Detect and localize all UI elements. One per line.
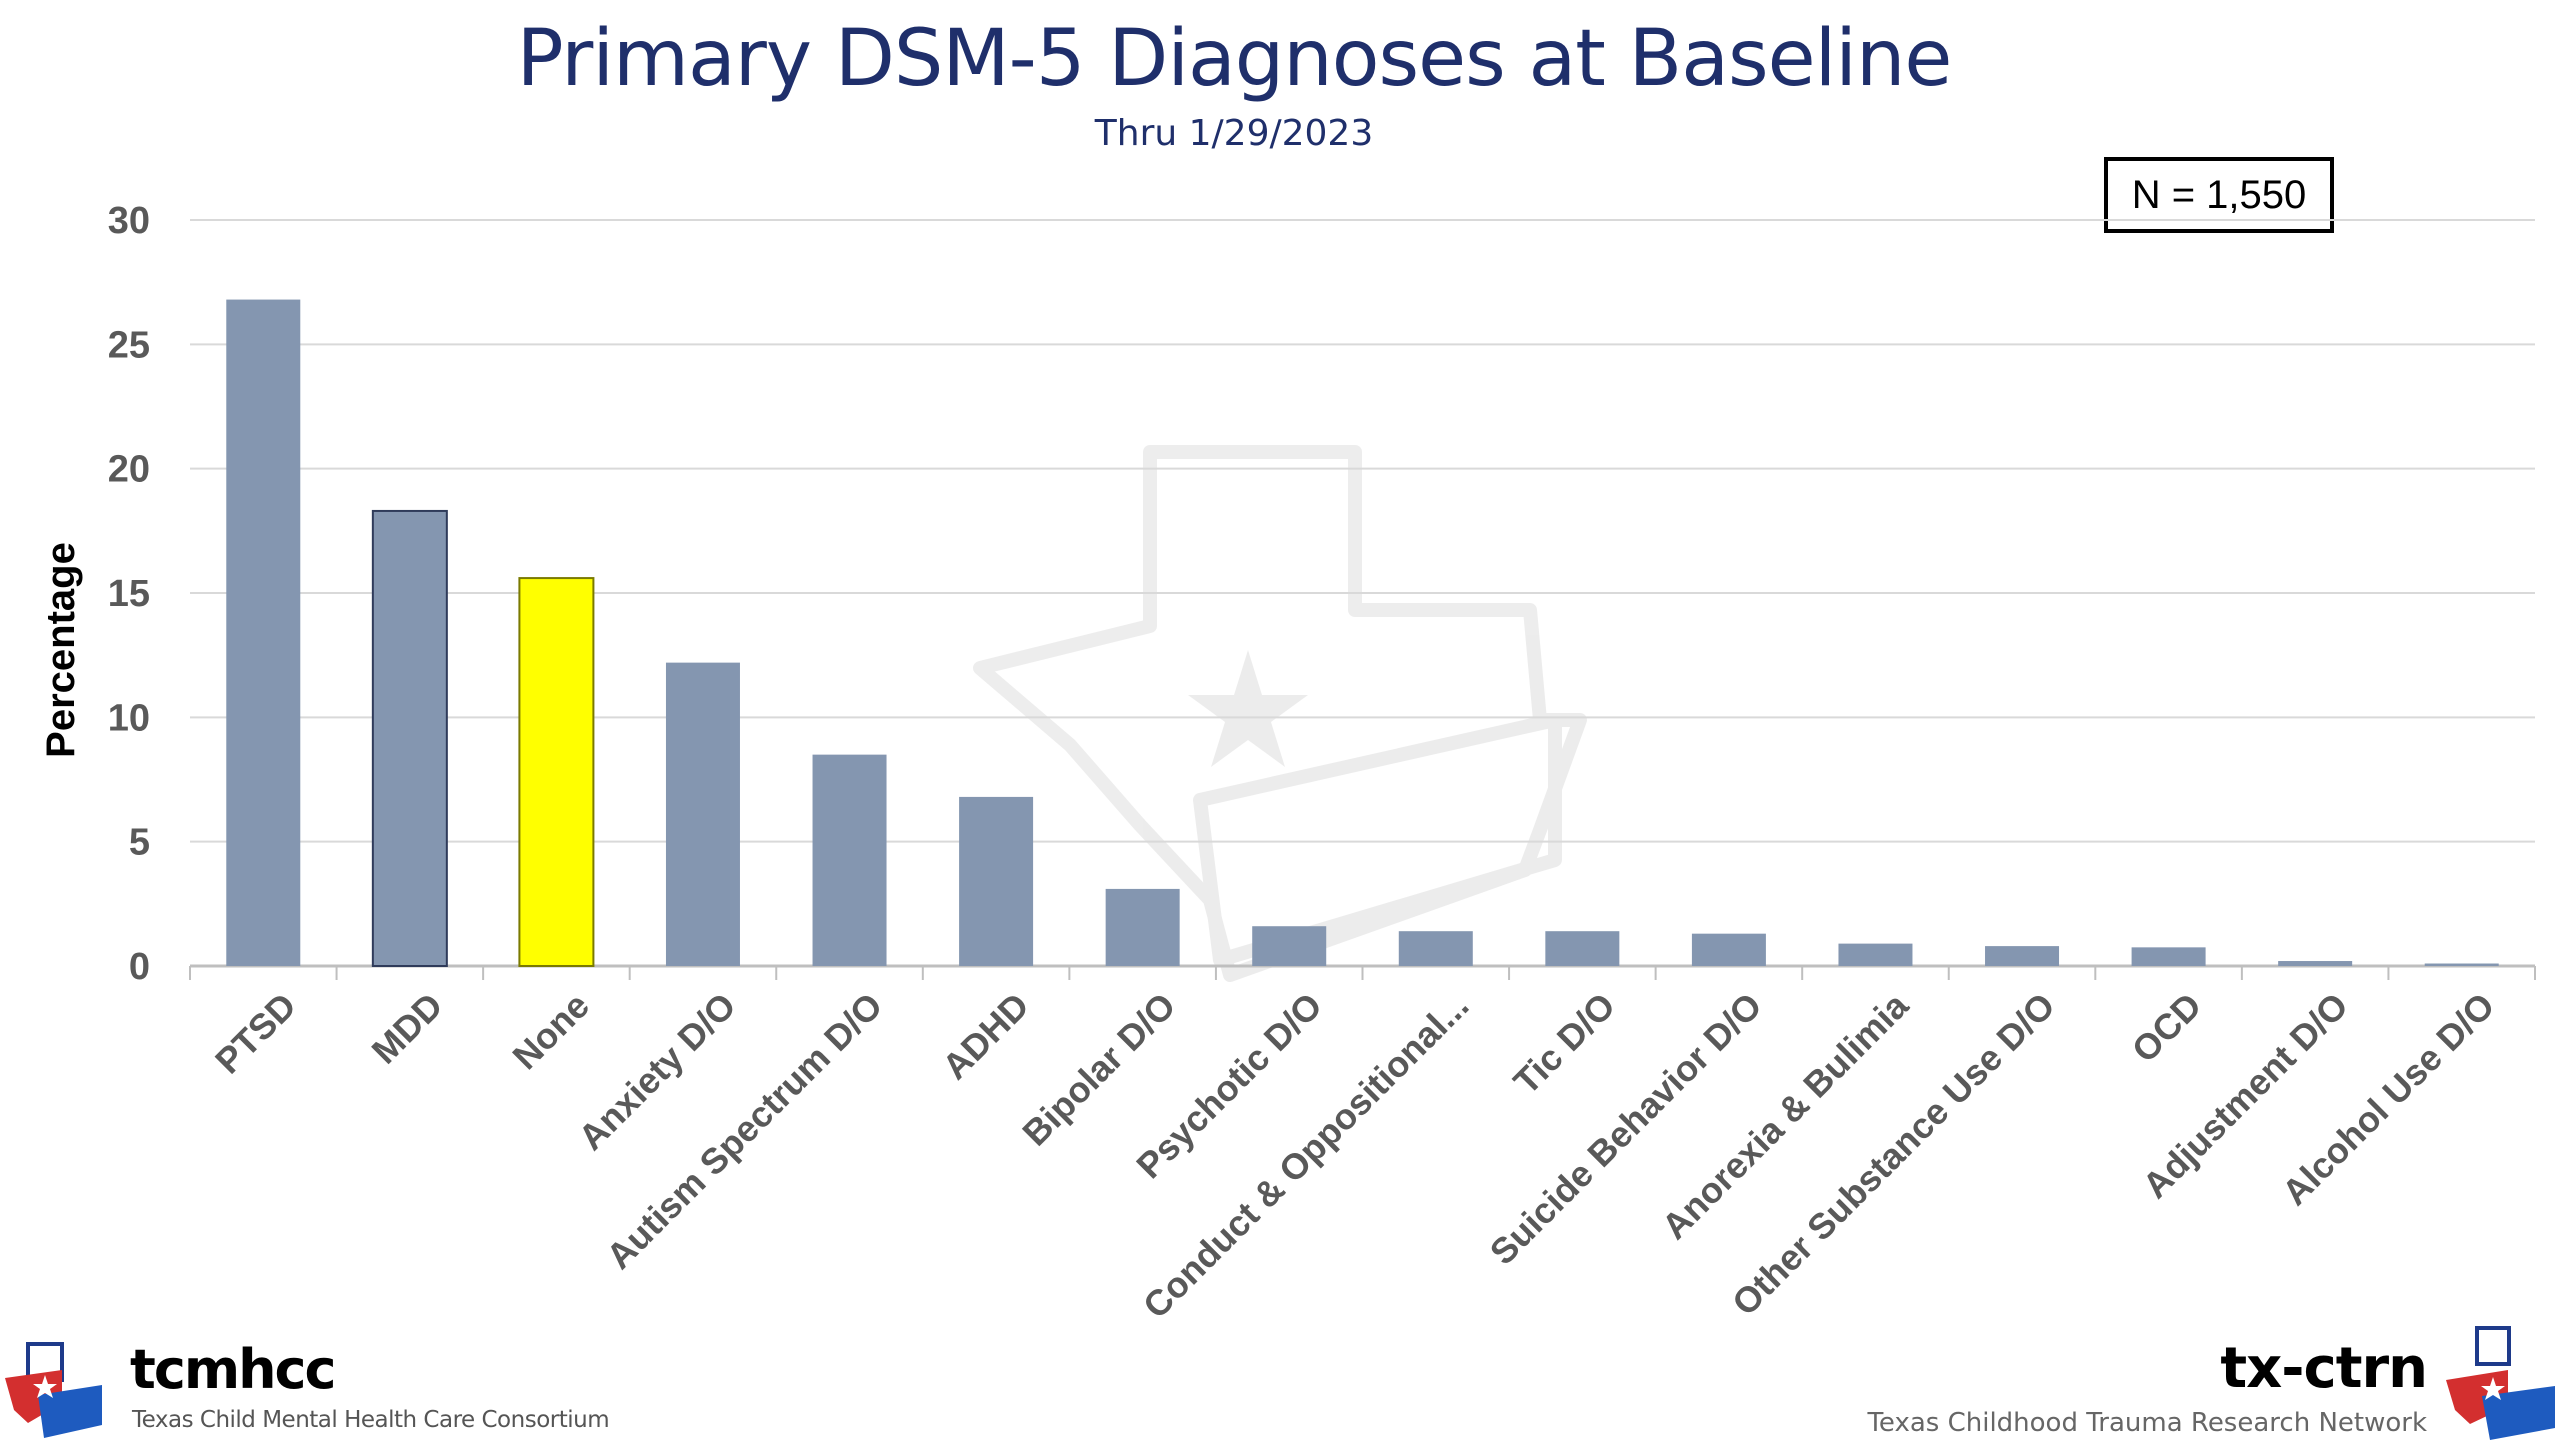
tcmhcc-logo-tagline: Texas Child Mental Health Care Consortiu… bbox=[132, 1407, 610, 1433]
bar-alcohol-use-d-o bbox=[2424, 963, 2499, 966]
tcmhcc-logo-icon bbox=[5, 1342, 102, 1438]
bar-adjustment-d-o bbox=[2278, 961, 2353, 966]
y-tick-label: 0 bbox=[129, 946, 150, 988]
bar-suicide-behavior-d-o bbox=[1691, 933, 1766, 966]
bar-none bbox=[518, 577, 595, 968]
sample-size-box: N = 1,550 bbox=[2104, 157, 2334, 233]
tcmhcc-logo-name: tcmhcc bbox=[130, 1338, 337, 1401]
bar-anorexia-bulimia bbox=[1838, 943, 1913, 966]
x-tick-label: PTSD bbox=[207, 985, 304, 1082]
bar-adhd bbox=[959, 796, 1034, 966]
tx-ctrn-logo-name: tx-ctrn bbox=[2220, 1336, 2428, 1401]
y-tick-label: 20 bbox=[108, 449, 150, 491]
chart-subtitle: Thru 1/29/2023 bbox=[1094, 113, 1374, 154]
x-tick-label: Tic D/O bbox=[1505, 985, 1623, 1103]
x-tick-label: Suicide Behavior D/O bbox=[1482, 985, 1770, 1273]
bar-other-substance-use-d-o bbox=[1985, 946, 2060, 966]
y-tick-label: 30 bbox=[108, 200, 150, 242]
tx-ctrn-logo-tagline: Texas Childhood Trauma Research Network bbox=[1867, 1408, 2427, 1438]
bar-conduct-oppositional bbox=[1398, 931, 1473, 966]
x-tick-label: Anorexia & Bulimia bbox=[1654, 984, 1917, 1247]
bar-autism-spectrum-d-o bbox=[812, 754, 887, 966]
bar-anxiety-d-o bbox=[665, 662, 740, 966]
bar-psychotic-d-o bbox=[1252, 926, 1327, 966]
x-tick-label: MDD bbox=[364, 985, 451, 1072]
x-tick-label: Autism Spectrum D/O bbox=[598, 985, 890, 1277]
bar-ocd bbox=[2131, 947, 2206, 966]
bar-bipolar-d-o bbox=[1105, 888, 1180, 966]
y-tick-label: 10 bbox=[108, 697, 150, 739]
tx-ctrn-logo-icon bbox=[2446, 1326, 2555, 1440]
texas-watermark-icon bbox=[973, 445, 1587, 982]
chart-title: Primary DSM-5 Diagnoses at Baseline bbox=[516, 14, 1953, 104]
bar-tic-d-o bbox=[1545, 931, 1620, 966]
y-tick-label: 25 bbox=[108, 324, 150, 366]
x-tick-label: None bbox=[504, 985, 597, 1078]
y-axis-label: Percentage bbox=[39, 542, 83, 758]
x-tick-label: ADHD bbox=[934, 985, 1037, 1088]
y-tick-label: 15 bbox=[108, 573, 150, 615]
bar-ptsd bbox=[226, 299, 301, 966]
bar-mdd bbox=[371, 509, 448, 967]
y-tick-label: 5 bbox=[129, 822, 150, 864]
x-tick-label: OCD bbox=[2124, 985, 2210, 1071]
